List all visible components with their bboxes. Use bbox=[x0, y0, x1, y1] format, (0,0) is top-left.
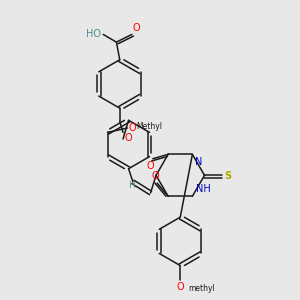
Text: O: O bbox=[151, 171, 159, 181]
Text: O: O bbox=[147, 161, 154, 171]
Text: O: O bbox=[176, 282, 184, 292]
Text: O: O bbox=[128, 123, 136, 133]
Text: NH: NH bbox=[196, 184, 210, 194]
Text: N: N bbox=[195, 157, 202, 166]
Text: O: O bbox=[124, 134, 132, 143]
Text: H: H bbox=[128, 181, 135, 190]
Text: O: O bbox=[133, 23, 141, 33]
Text: S: S bbox=[224, 171, 231, 182]
Text: Methyl: Methyl bbox=[136, 122, 162, 131]
Text: HO: HO bbox=[86, 29, 101, 39]
Text: methyl: methyl bbox=[188, 284, 215, 293]
